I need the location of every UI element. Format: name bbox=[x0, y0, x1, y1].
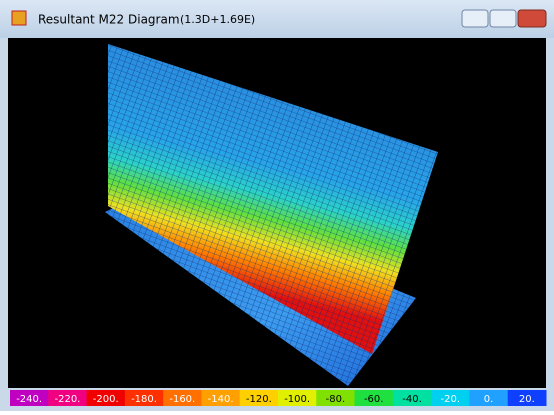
app-icon bbox=[12, 11, 26, 25]
legend-label: -220. bbox=[54, 394, 80, 405]
legend-label: -140. bbox=[208, 394, 234, 405]
window-title: Resultant M22 Diagram bbox=[38, 13, 180, 27]
legend-label: -60. bbox=[364, 394, 384, 405]
legend-label: -80. bbox=[326, 394, 346, 405]
legend-label: -40. bbox=[402, 394, 422, 405]
legend-label: -200. bbox=[93, 394, 119, 405]
legend-label: -180. bbox=[131, 394, 157, 405]
minimize-button[interactable] bbox=[462, 10, 488, 27]
legend-label: -20. bbox=[441, 394, 461, 405]
window-subtitle: (1.3D+1.69E) bbox=[180, 13, 255, 26]
legend-label: 0. bbox=[484, 394, 494, 405]
close-button[interactable] bbox=[518, 10, 546, 27]
maximize-button[interactable] bbox=[490, 10, 516, 27]
legend-label: -120. bbox=[246, 394, 272, 405]
window: Resultant M22 Diagram (1.3D+1.69E) -240.… bbox=[0, 0, 554, 411]
page: Resultant M22 Diagram (1.3D+1.69E) -240.… bbox=[0, 0, 554, 411]
legend-label: -160. bbox=[169, 394, 195, 405]
legend-label: 20. bbox=[519, 394, 535, 405]
legend-label: -240. bbox=[16, 394, 42, 405]
legend-label: -100. bbox=[284, 394, 310, 405]
legend: -240. -220. -200. -180. -160. -140. -120. -100.… bbox=[10, 390, 547, 406]
